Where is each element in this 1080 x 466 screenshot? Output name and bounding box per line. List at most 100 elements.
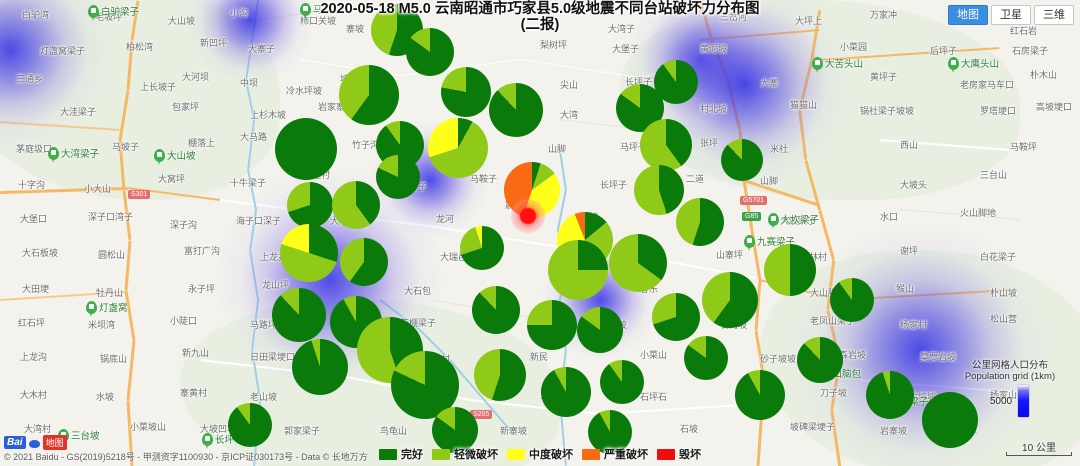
poi-marker[interactable]: 大苦头山	[812, 56, 864, 73]
station-damage-pie[interactable]	[527, 300, 577, 350]
station-damage-pie[interactable]	[634, 165, 684, 215]
map-place-label: 大田埂	[22, 284, 50, 294]
station-damage-pie[interactable]	[280, 224, 338, 282]
map-place-label: 黄泥坡	[700, 44, 728, 54]
poi-label: 大山坡	[167, 151, 196, 162]
station-damage-pie[interactable]	[684, 336, 728, 380]
epicenter-marker	[511, 199, 545, 233]
station-damage-pie[interactable]	[797, 337, 843, 383]
map-pin-icon	[154, 148, 165, 165]
poi-marker[interactable]: 马鞍梁	[300, 2, 342, 19]
map-place-label: 大山坡	[168, 16, 196, 26]
legend-item-4: 毁坏	[657, 446, 701, 462]
station-damage-pie[interactable]	[830, 278, 874, 322]
map-place-label: 山脚	[548, 144, 567, 154]
poi-marker[interactable]: 大山坡	[154, 148, 196, 165]
poi-marker[interactable]: 九赛梁子	[744, 234, 796, 251]
legend-item-0: 完好	[379, 446, 423, 462]
population-legend-gradient-bar	[1017, 384, 1031, 418]
map-place-label: 富打广沟	[184, 246, 221, 256]
station-damage-pie[interactable]	[548, 240, 608, 300]
station-damage-pie[interactable]	[376, 155, 420, 199]
road-shield: S205	[470, 410, 493, 419]
poi-marker[interactable]: 灯盏窝	[86, 300, 128, 317]
station-damage-pie[interactable]	[441, 67, 491, 117]
poi-marker[interactable]: 白驴梁子	[88, 4, 139, 21]
station-damage-pie[interactable]	[292, 339, 348, 395]
map-place-label: 上龙沟	[20, 352, 48, 362]
map-place-label: 上龙井	[260, 252, 288, 262]
station-damage-pie[interactable]	[922, 392, 978, 448]
station-damage-pie[interactable]	[332, 181, 380, 229]
poi-label: 九赛梁子	[757, 237, 796, 248]
station-damage-pie[interactable]	[472, 286, 520, 334]
map-place-label: 上长坡子	[140, 82, 177, 92]
poi-label: 大湾梁子	[61, 149, 100, 160]
station-damage-pie[interactable]	[609, 234, 667, 292]
map-type-control[interactable]: 地图 卫星 三维	[948, 5, 1074, 25]
map-place-label: 小沟	[230, 8, 249, 18]
map-place-label: 大木村	[20, 390, 48, 400]
station-damage-pie[interactable]	[735, 370, 785, 420]
road-segment	[599, 403, 759, 415]
map-place-label: 新凹坪	[200, 38, 228, 48]
station-damage-pie[interactable]	[541, 367, 591, 417]
station-damage-pie[interactable]	[287, 182, 333, 228]
legend-label: 完好	[401, 449, 423, 461]
map-type-map-button[interactable]: 地图	[948, 5, 988, 25]
station-damage-pie[interactable]	[406, 28, 454, 76]
map-place-label: 包家坪	[172, 102, 200, 112]
map-pin-icon	[948, 56, 959, 73]
poi-label: 三台坡	[71, 431, 100, 442]
map-place-label: 鸟龟山	[380, 426, 408, 436]
station-damage-pie[interactable]	[721, 139, 763, 181]
map-place-label: 花棚梁子	[400, 318, 437, 328]
poi-marker[interactable]: 大坎梁子	[768, 212, 820, 229]
station-damage-pie[interactable]	[339, 65, 399, 125]
map-place-label: 大河坝	[182, 72, 210, 82]
poi-label: 大苦头山	[825, 59, 864, 70]
station-damage-pie[interactable]	[272, 288, 326, 342]
station-damage-pie[interactable]	[588, 410, 632, 454]
map-place-label: 日田梁埂口	[250, 352, 296, 362]
map-place-label: 老凤山梁子	[810, 316, 856, 326]
station-damage-pie[interactable]	[474, 349, 526, 401]
title-line-1: 2020-05-18 M5.0 云南昭通市巧家县5.0级地震不同台站破坏力分布图	[320, 1, 760, 17]
map-place-label: 梨树坪	[540, 40, 568, 50]
station-damage-pie[interactable]	[432, 407, 478, 453]
road-shield: G5701	[740, 196, 768, 205]
station-damage-pie[interactable]	[652, 293, 700, 341]
map-place-label: 三通乡	[16, 74, 44, 84]
poi-marker[interactable]: 大湾梁子	[48, 146, 100, 163]
map-type-satellite-button[interactable]: 卫星	[991, 5, 1031, 25]
map-place-label: 石房梁子	[1012, 46, 1049, 56]
poi-label: 大坎梁子	[781, 215, 820, 226]
station-damage-pie[interactable]	[275, 118, 337, 180]
map-place-label: 张坪	[700, 138, 719, 148]
station-damage-pie[interactable]	[676, 198, 724, 246]
station-damage-pie[interactable]	[460, 226, 504, 270]
map-place-label: 小菜山	[640, 350, 668, 360]
map-place-label: 圆松山	[98, 250, 126, 260]
map-place-label: 小陡口	[170, 316, 198, 326]
map-type-3d-button[interactable]: 三维	[1034, 5, 1074, 25]
map-place-label: 十字沟	[18, 180, 46, 190]
station-damage-pie[interactable]	[577, 307, 623, 353]
map-place-label: 猴山	[896, 284, 915, 294]
station-damage-pie[interactable]	[702, 272, 758, 328]
map-attribution: © 2021 Baidu - GS(2019)5218号 - 甲测资字11009…	[4, 452, 368, 462]
station-damage-pie[interactable]	[228, 403, 272, 447]
station-damage-pie[interactable]	[489, 83, 543, 137]
station-damage-pie[interactable]	[654, 60, 698, 104]
poi-marker[interactable]: 大鹰头山	[948, 56, 999, 73]
station-damage-pie[interactable]	[600, 360, 644, 404]
map-place-label: 尖山	[560, 80, 579, 90]
station-damage-pie[interactable]	[340, 238, 388, 286]
station-damage-pie[interactable]	[764, 244, 816, 296]
station-damage-pie[interactable]	[866, 371, 914, 419]
station-damage-pie[interactable]	[428, 118, 488, 178]
map-place-label: 马鞍子	[470, 174, 498, 184]
baidu-logo[interactable]: Bai 地图	[4, 435, 67, 450]
station-damage-pie[interactable]	[640, 119, 692, 171]
